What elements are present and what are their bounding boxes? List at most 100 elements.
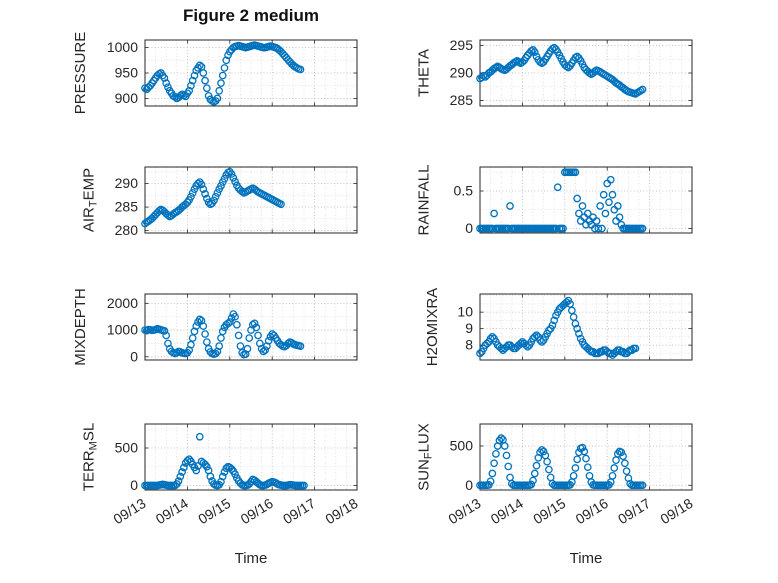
marker — [172, 348, 181, 357]
marker — [227, 314, 236, 322]
grid-lines — [480, 40, 692, 106]
marker — [195, 432, 204, 441]
scatter-series-sun-flux — [476, 434, 647, 490]
marker — [559, 224, 567, 233]
marker — [164, 211, 172, 219]
marker — [578, 443, 587, 452]
x-tick-label: 09/18 — [322, 495, 360, 527]
marker — [545, 326, 553, 335]
marker — [619, 347, 627, 356]
x-tick-label: 09/17 — [615, 495, 653, 527]
marker — [548, 321, 557, 330]
x-tick-label: 09/16 — [238, 495, 276, 527]
y-tick-label: 900 — [115, 90, 139, 106]
marker — [486, 334, 495, 343]
marker — [506, 473, 514, 482]
y-axis-label-terr-msl: TERRMSL — [81, 423, 100, 491]
marker — [497, 344, 506, 353]
marker — [300, 481, 308, 490]
marker — [296, 342, 305, 350]
subplot-sun-flux: 0 500 SUNFLUX 09/13 09/14 09/15 09/16 09/17 09/1… — [416, 423, 696, 527]
marker — [171, 93, 179, 101]
x-axis-title-right: Time — [569, 550, 603, 567]
marker — [624, 347, 633, 356]
marker — [550, 316, 559, 325]
marker — [201, 190, 209, 198]
marker — [530, 333, 539, 341]
y-tick-label: 950 — [115, 65, 139, 81]
marker — [502, 342, 511, 351]
y-tick-label: 0 — [465, 220, 473, 236]
marker — [592, 217, 601, 225]
marker — [594, 349, 603, 358]
y-tick-label: 1000 — [107, 322, 138, 338]
marker — [218, 472, 227, 481]
marker — [284, 339, 292, 348]
marker — [277, 200, 285, 209]
marker — [594, 224, 603, 233]
grid-lines — [480, 424, 692, 490]
marker — [578, 202, 587, 210]
y-axis-label-mixdepth: MIXDEPTH — [72, 288, 89, 366]
marker — [185, 86, 194, 95]
marker — [215, 86, 224, 95]
marker — [575, 329, 583, 338]
marker — [638, 481, 647, 490]
marker — [612, 456, 620, 464]
marker — [238, 187, 247, 196]
marker — [234, 331, 243, 340]
y-axis-label-pressure: PRESSURE — [72, 32, 89, 115]
marker — [490, 459, 498, 468]
y-tick-label: 10 — [457, 304, 473, 320]
marker — [537, 446, 546, 454]
marker — [490, 209, 498, 218]
axes-box — [144, 166, 358, 234]
y-tick-label: 285 — [115, 199, 139, 215]
marker — [539, 447, 548, 456]
marker — [585, 472, 594, 480]
axes-box — [144, 423, 358, 491]
marker — [601, 209, 610, 218]
x-tick-label: 09/14 — [153, 495, 191, 527]
marker — [185, 455, 194, 464]
marker — [195, 315, 204, 324]
marker — [532, 331, 541, 340]
marker — [583, 209, 592, 218]
marker — [530, 48, 539, 56]
marker — [160, 74, 169, 82]
marker — [626, 479, 635, 488]
marker — [217, 79, 225, 88]
subplot-rainfall: 0 0.5 RAINFALL — [416, 165, 693, 236]
marker — [218, 71, 227, 80]
marker — [580, 447, 589, 456]
marker — [233, 320, 241, 329]
x-tick-label: 09/15 — [195, 495, 233, 527]
marker — [598, 224, 606, 233]
marker — [192, 466, 201, 475]
y-axis-label-air-temp: AIRTEMP — [81, 168, 100, 232]
x-tick-label: 09/18 — [657, 495, 695, 527]
subplot-air-temp: 280 285 290 AIRTEMP — [81, 166, 358, 238]
y-tick-label: 1000 — [107, 39, 138, 55]
marker — [497, 434, 506, 442]
marker — [187, 340, 195, 349]
x-tick-label: 09/13 — [110, 495, 148, 527]
marker — [201, 460, 209, 469]
marker — [568, 306, 576, 315]
marker — [217, 334, 225, 342]
marker — [264, 336, 273, 345]
marker — [199, 185, 208, 194]
marker — [231, 470, 239, 479]
marker — [252, 323, 261, 332]
marker — [529, 46, 537, 54]
marker — [573, 324, 582, 333]
marker — [552, 224, 560, 233]
marker — [227, 465, 236, 473]
marker — [197, 180, 206, 189]
marker — [180, 463, 188, 472]
marker — [615, 213, 624, 222]
marker — [548, 479, 557, 488]
marker — [488, 224, 497, 233]
y-tick-label: 0 — [465, 477, 473, 493]
